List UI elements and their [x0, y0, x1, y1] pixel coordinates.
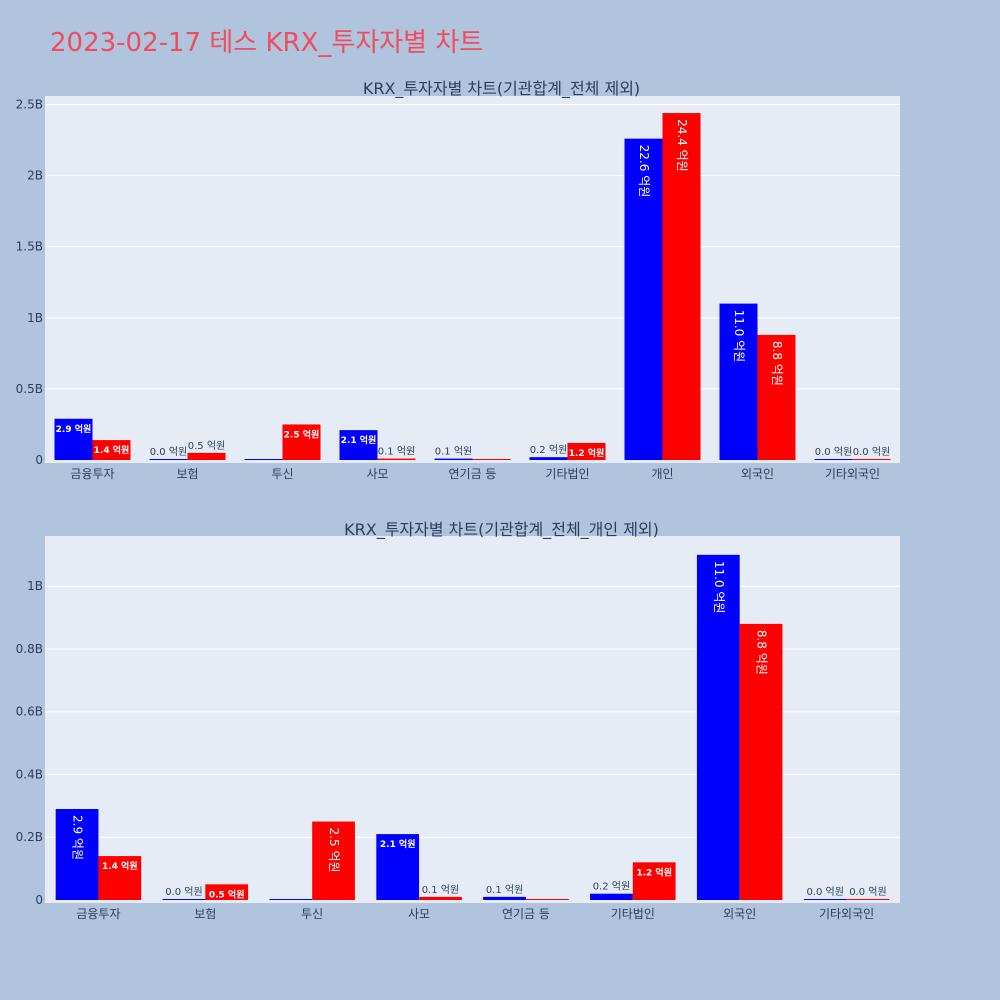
x-tick-label: 개인: [651, 467, 673, 481]
bar-sell: [205, 884, 249, 900]
y-tick-label: 0.4B: [16, 767, 43, 781]
data-label: 2.5 억원: [284, 428, 320, 440]
bar-buy: [590, 893, 633, 900]
bar-sell: [757, 334, 796, 460]
x-tick-label: 금융투자: [76, 907, 120, 921]
data-label: 22.6 억원: [637, 145, 651, 198]
bar-buy: [696, 554, 740, 900]
data-label: 0.1 억원: [435, 446, 472, 458]
y-tick-label: 1B: [27, 579, 43, 593]
data-label: 0.0 억원: [849, 886, 886, 898]
chart-title: KRX_투자자별 차트(기관합계_전체_개인 제외): [344, 520, 659, 540]
bar-buy: [814, 459, 853, 460]
data-label: 0.2 억원: [593, 881, 630, 893]
data-label: 0.5 억원: [188, 440, 225, 452]
chart-overall: KRX_투자자별 차트(기관합계_전체 제외) 0 0.5B 1B 1.5B 2B 2.5B…: [16, 79, 900, 481]
x-tick-label: 사모: [408, 907, 430, 921]
x-tick-label: 금융투자: [70, 467, 114, 481]
x-tick-label: 보험: [194, 907, 216, 921]
data-label: 2.5 억원: [327, 828, 341, 873]
data-label: 1.4 억원: [94, 444, 130, 456]
bar-buy: [244, 459, 283, 460]
x-tick-label: 투신: [301, 907, 323, 921]
y-tick-label: 1.5B: [16, 240, 43, 254]
y-tick-label: 0.6B: [16, 705, 43, 719]
bar-buy: [529, 457, 568, 460]
data-label: 11.0 억원: [732, 310, 746, 363]
bar-sell: [312, 821, 355, 900]
data-label: 0.0 억원: [853, 446, 890, 458]
bar-buy: [719, 303, 758, 460]
bar-buy: [434, 458, 473, 460]
bar-sell: [846, 899, 890, 900]
bar-sell: [567, 442, 606, 460]
data-label: 0.0 억원: [165, 886, 202, 898]
data-label: 0.0 억원: [815, 446, 852, 458]
data-label: 0.1 억원: [422, 884, 459, 896]
bar-sell: [92, 440, 131, 460]
data-label: 8.8 억원: [755, 630, 769, 675]
bar-buy: [339, 430, 378, 460]
data-label: 2.9 억원: [71, 815, 85, 860]
bar-buy: [54, 418, 93, 460]
data-label: 2.1 억원: [341, 434, 377, 446]
bar-sell: [187, 452, 226, 460]
data-label: 0.1 억원: [378, 446, 415, 458]
data-label: 0.5 억원: [209, 888, 245, 900]
bar-sell: [739, 623, 783, 900]
x-tick-label: 외국인: [741, 467, 774, 481]
bar-buy: [162, 899, 206, 900]
bar-buy: [483, 896, 526, 900]
bar-sell: [632, 862, 676, 900]
data-label: 1.4 억원: [102, 860, 138, 872]
bar-sell: [98, 856, 142, 900]
data-label: 1.2 억원: [636, 866, 672, 878]
y-tick-label: 0: [35, 893, 43, 907]
y-tick-label: 0.2B: [16, 830, 43, 844]
data-label: 1.2 억원: [569, 447, 605, 459]
data-label: 0.2 억원: [530, 444, 567, 456]
bar-buy: [149, 459, 188, 460]
x-tick-label: 사모: [366, 467, 388, 481]
y-tick-label: 2.5B: [16, 98, 43, 112]
data-label: 11.0 억원: [712, 561, 726, 614]
data-label: 0.0 억원: [150, 446, 187, 458]
x-tick-label: 기타법인: [545, 467, 589, 481]
data-label: 0.0 억원: [806, 886, 843, 898]
chart-title: KRX_투자자별 차트(기관합계_전체 제외): [363, 79, 640, 99]
x-tick-label: 연기금 등: [449, 467, 497, 481]
bar-sell: [852, 459, 891, 460]
y-tick-label: 2B: [27, 169, 43, 183]
bar-sell: [282, 424, 321, 460]
data-label: 0.1 억원: [486, 884, 523, 896]
y-tick-label: 0: [35, 453, 43, 467]
bar-sell: [525, 899, 569, 900]
x-tick-label: 기타외국인: [819, 907, 874, 921]
page-title: 2023-02-17 테스 KRX_투자자별 차트: [50, 28, 484, 58]
bar-buy: [269, 899, 313, 900]
bar-buy: [376, 834, 420, 900]
x-tick-label: 투신: [271, 467, 293, 481]
bar-sell: [377, 458, 416, 460]
x-tick-label: 보험: [176, 467, 198, 481]
bar-sell: [419, 896, 462, 900]
bar-buy: [55, 809, 99, 900]
bar-buy: [624, 138, 663, 460]
data-label: 8.8 억원: [770, 341, 784, 386]
x-tick-label: 연기금 등: [502, 907, 550, 921]
bar-sell: [662, 113, 701, 460]
bar-sell: [472, 459, 511, 460]
y-tick-label: 0.5B: [16, 382, 43, 396]
y-tick-label: 0.8B: [16, 642, 43, 656]
bar-buy: [803, 899, 847, 900]
data-label: 2.9 억원: [56, 423, 92, 435]
data-label: 2.1 억원: [380, 838, 416, 850]
x-tick-label: 기타법인: [611, 907, 655, 921]
x-tick-label: 기타외국인: [825, 467, 880, 481]
y-tick-label: 1B: [27, 311, 43, 325]
data-label: 24.4 억원: [675, 119, 689, 172]
x-tick-label: 외국인: [723, 907, 756, 921]
